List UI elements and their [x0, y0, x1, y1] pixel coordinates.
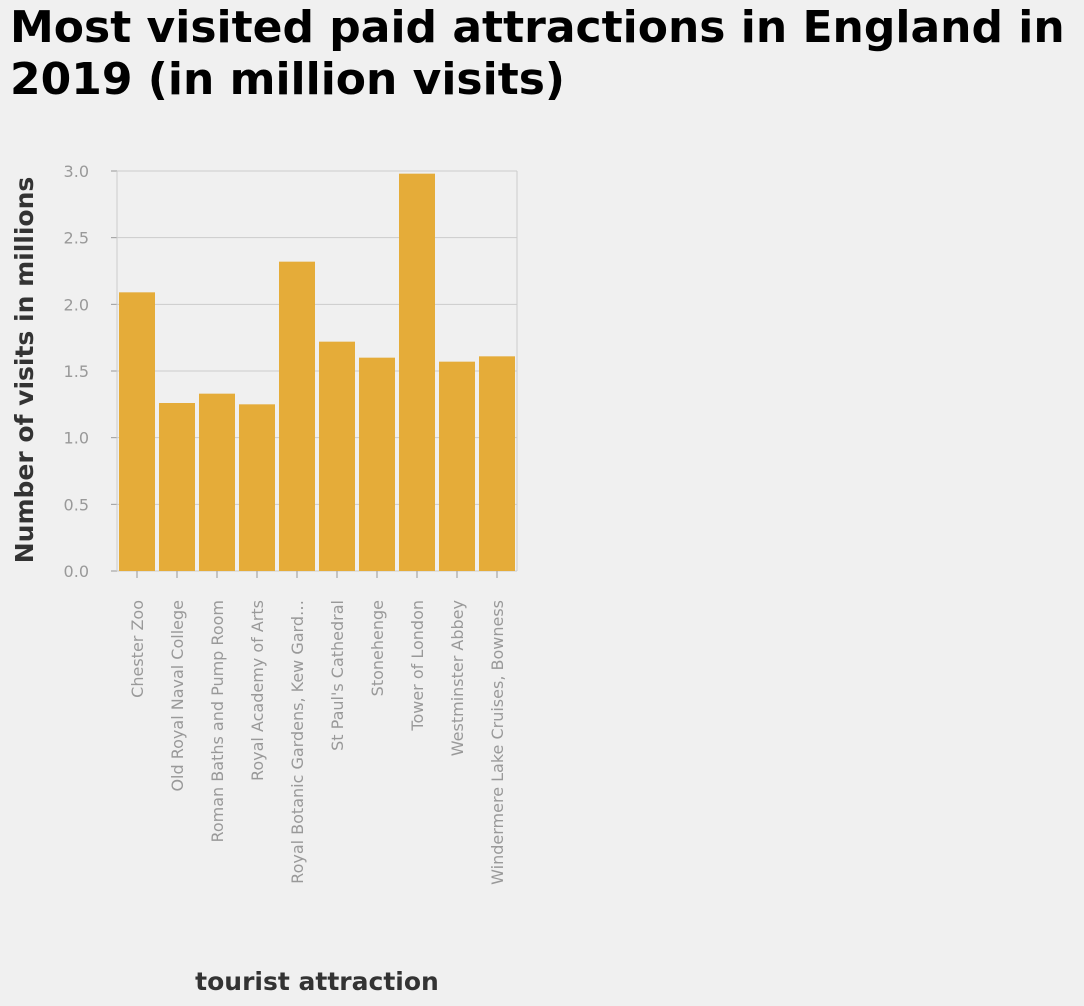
bar	[319, 341, 355, 571]
x-tick-label: St Paul's Cathedral	[328, 600, 347, 751]
x-tick-label: Chester Zoo	[128, 600, 147, 698]
y-tick-label: 2.0	[64, 295, 89, 314]
bar	[439, 361, 475, 571]
bar	[239, 404, 275, 571]
bar	[159, 403, 195, 571]
x-tick-label: Roman Baths and Pump Room	[208, 600, 227, 843]
x-tick-label: Royal Botanic Gardens, Kew Gard…	[288, 600, 307, 884]
x-tick-label: Windermere Lake Cruises, Bowness	[488, 600, 507, 885]
bar	[359, 357, 395, 571]
y-tick-label: 2.5	[64, 229, 89, 248]
y-tick-label: 3.0	[64, 162, 89, 181]
x-tick-label: Stonehenge	[368, 600, 387, 696]
y-tick-label: 1.5	[64, 362, 89, 381]
x-tick-label: Westminster Abbey	[448, 600, 467, 756]
x-tick-label: Old Royal Naval College	[168, 600, 187, 792]
y-tick-label: 0.5	[64, 495, 89, 514]
bars-layer	[119, 173, 515, 571]
bar	[399, 173, 435, 571]
bar	[279, 261, 315, 571]
bar	[119, 292, 155, 571]
x-tick-label: Tower of London	[408, 600, 427, 732]
bar	[199, 393, 235, 571]
y-tick-label: 0.0	[64, 562, 89, 581]
x-axis-title: tourist attraction	[195, 967, 439, 996]
y-tick-label: 1.0	[64, 429, 89, 448]
chart-title: Most visited paid attractions in England…	[10, 2, 1065, 105]
y-axis-title: Number of visits in millions	[10, 177, 39, 564]
bar	[479, 356, 515, 571]
axes-layer	[111, 170, 518, 578]
labels-layer: 0.0 0.5 1.0 1.5 2.0 2.5 3.0 Chester Zoo Old Roya…	[64, 162, 507, 885]
x-tick-label: Royal Academy of Arts	[248, 600, 267, 781]
